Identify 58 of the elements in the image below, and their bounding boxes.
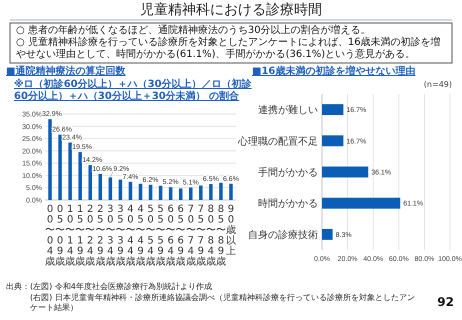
bar [322,198,400,209]
text: ○ 患者の年齢が低くなるほど、通院精神療法のうち30分以上の割合が増える。 [16,25,372,36]
x-tick-label: 20〜24歳 [85,204,96,268]
bar [108,177,112,200]
x-tick-label: 40〜44歳 [125,204,136,268]
bar [118,180,122,200]
bar [168,187,172,200]
x-tick-label: 60〜64歳 [166,204,176,268]
bar [138,184,142,200]
x-tick-label: 10〜14歳 [65,204,76,268]
bar [189,187,193,200]
bar [88,165,92,200]
bar [158,186,162,200]
y-tick-label: 心理職の配置不足 [237,135,318,148]
x-tick-label: 15〜19歳 [75,204,86,268]
x-tick-label: 75〜79歳 [196,204,206,268]
x-tick-label: 85〜89歳 [216,204,226,268]
y-tick-label: 手間がかかる [258,166,318,178]
bar [148,184,152,200]
x-tick-label: 65〜69歳 [176,204,186,268]
text: (n=49) [422,80,452,89]
text: 92 [436,295,454,309]
text: (右図) 日本児童青年精神科・診療所連絡協議会調べ（児童精神科診療を行っている診療所を対象としたアンケート結果） [30,293,416,313]
x-tick-label: 05〜09歳 [55,204,66,268]
chart-title: ■通院精神療法の算定回数 [6,66,126,78]
x-tick-label: 70〜74歳 [186,204,196,268]
bar [199,186,203,200]
bar [78,152,82,200]
bar [322,166,368,178]
x-tick-label: 50〜54歳 [146,204,156,268]
bar [322,135,344,146]
bar [322,228,333,240]
bar [58,134,62,200]
bar [128,182,132,200]
x-tick-label: 35〜39歳 [115,204,126,268]
x-tick-label: 00〜04歳 [45,204,56,268]
source-note: 出典：(左図) 令和4年度社会医療診療行為別統計より作成 [6,282,213,292]
chart-subtitle: ※ロ（初診60分以上）＋ハ（30分以上）／ロ（初診60分以上）＋ハ（30分以上＋30分未満） の割合 [14,79,252,103]
bar [322,104,344,116]
bar [219,182,223,200]
bar [98,174,102,200]
x-tick-label: 80〜84歳 [206,204,216,268]
text: ○ 児童精神科診療を行っている診療所を対象としたアンケートによれば、16歳未満の初診を増やせない理由として、時間がかかる(61.1%)、手間がかかる(36.1%)という意見がある。 [16,37,442,61]
bar [229,184,233,200]
text: 児童精神科における診療時間 [139,1,323,19]
bar [209,184,213,200]
x-tick-label: 90歳以上 [226,204,236,257]
bar [68,142,72,200]
y-tick-label: 自身の診療技術 [248,228,318,241]
x-tick-label: 45〜49歳 [136,204,146,268]
x-tick-label: 55〜59歳 [156,204,166,268]
bar [178,188,182,200]
x-tick-label: 30〜34歳 [105,204,116,268]
y-tick-label: 時間がかかる [258,198,318,210]
chart-title: ■16歳未満の初診を増やせない理由 [252,66,416,78]
bar [48,119,52,200]
x-tick-label: 25〜29歳 [95,204,106,268]
y-tick-label: 連携が難しい [258,104,318,116]
